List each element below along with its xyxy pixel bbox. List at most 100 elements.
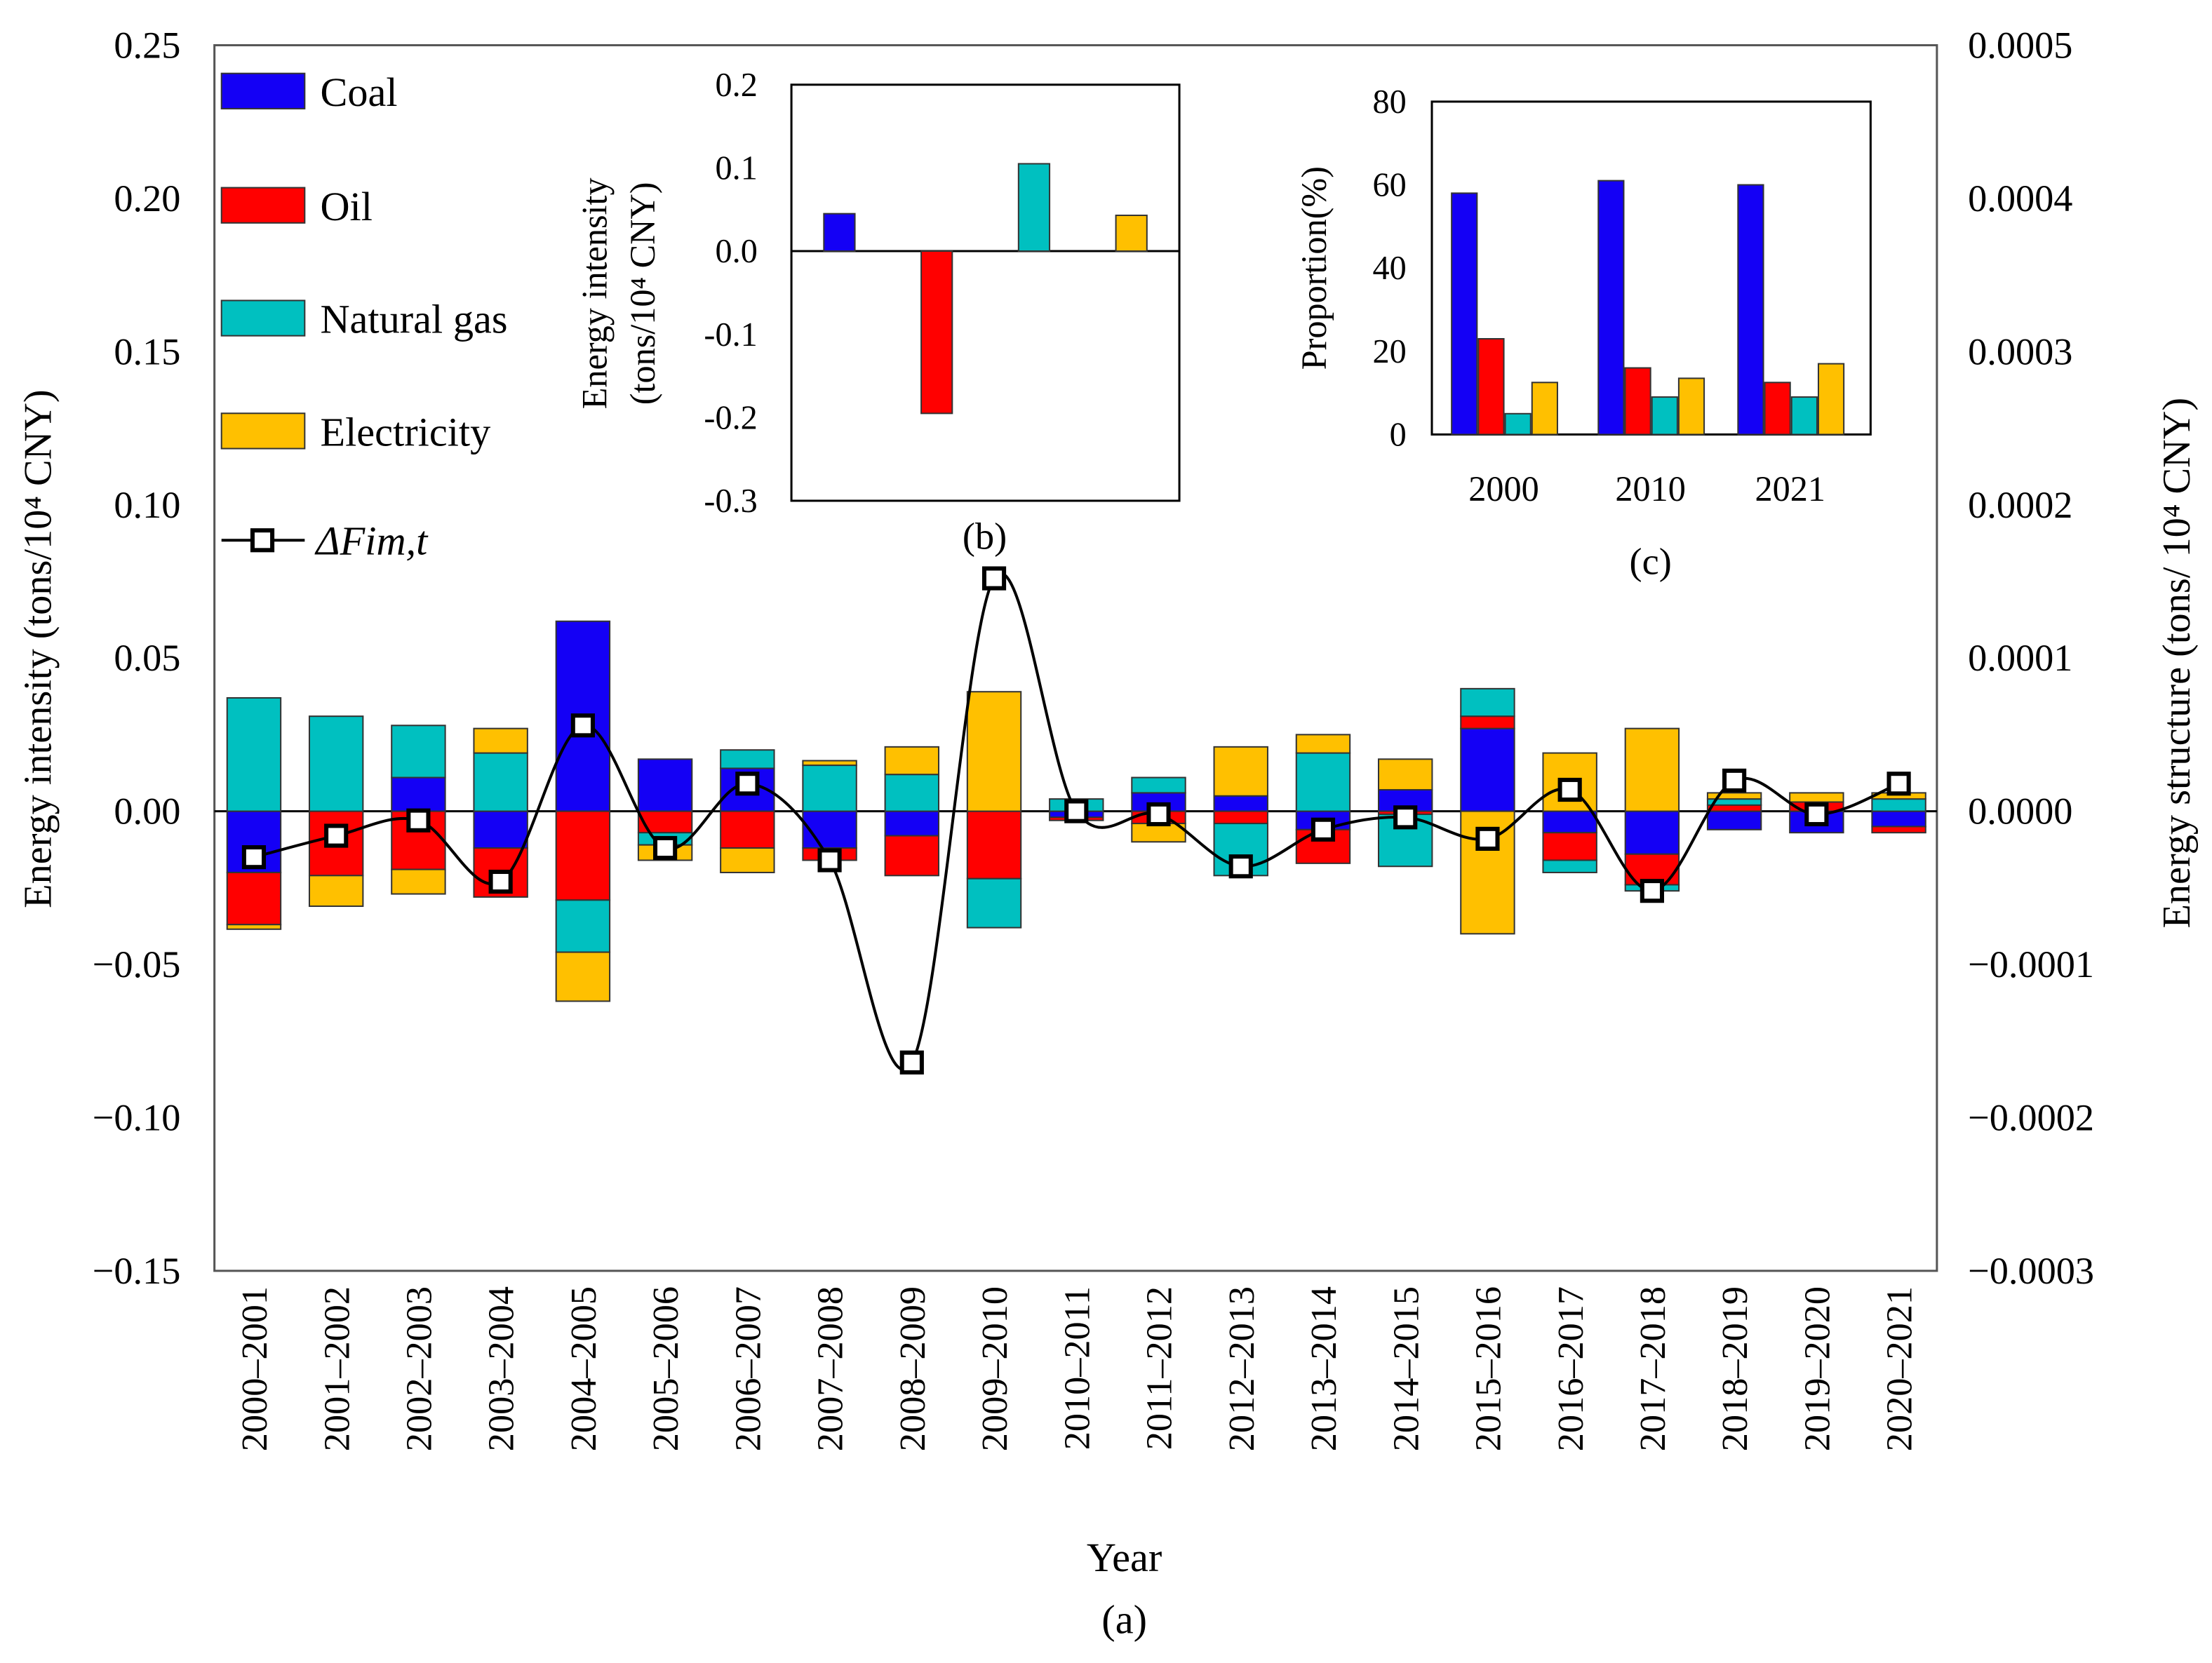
bar-segment-natural-gas (308, 715, 364, 812)
y-tick-label: 0.05 (114, 637, 180, 679)
inset-c-y-tick: 60 (1373, 167, 1407, 204)
delta-fim-marker (324, 823, 349, 848)
bar-segment-electricity (802, 760, 857, 767)
inset-b-bar-coal (823, 213, 856, 253)
bar-segment-natural-gas (1295, 752, 1351, 812)
x-tick-label: 2018–2019 (1715, 1286, 1755, 1451)
bar-segment-coal (1542, 810, 1597, 834)
y-tick-label: 0.15 (114, 330, 180, 372)
delta-fim-marker (899, 1050, 924, 1075)
inset-chart-b: 0.2 0.1 0.0 -0.1 -0.2 -0.3 Energy intensity (to… (575, 67, 1181, 557)
x-tick-label: 2013–2014 (1303, 1286, 1344, 1451)
bar-segment-electricity (966, 691, 1022, 812)
bar-segment-oil (884, 835, 940, 877)
bar-segment-natural-gas (884, 774, 940, 812)
delta-fim-marker (570, 713, 595, 738)
inset-c-x-tick: 2021 (1755, 469, 1825, 509)
x-tick-label: 2007–2008 (810, 1286, 851, 1451)
inset-b-y-label: Energy intensity (575, 177, 615, 409)
inset-c-bar-natural-gas (1790, 396, 1818, 436)
bar-segment-electricity (1377, 758, 1433, 791)
x-tick-label: 2015–2016 (1468, 1286, 1509, 1451)
bar-segment-oil (720, 810, 775, 849)
inset-b-bar-electricity (1115, 215, 1148, 253)
bar-segment-oil (1213, 810, 1268, 825)
bar-segment-coal (802, 810, 857, 849)
bar-segment-natural-gas (1871, 798, 1926, 812)
caption-c: (c) (1630, 541, 1672, 583)
y-right-tick-label: −0.0003 (1968, 1250, 2094, 1292)
caption-a: (a) (1101, 1597, 1147, 1643)
delta-fim-marker (1393, 805, 1418, 830)
bar-segment-coal (884, 810, 940, 837)
bar-segment-coal (391, 776, 446, 812)
inset-chart-c: 80 60 40 20 0 2000 2010 2021 Proportion(%) (c) (1294, 83, 1872, 583)
y-right-tick-label: 0.0000 (1968, 790, 2072, 833)
x-tick-label: 2006–2007 (728, 1286, 768, 1451)
inset-c-bar-electricity (1817, 363, 1845, 436)
bar-segment-electricity (555, 951, 611, 1002)
bar-segment-oil (555, 810, 611, 901)
bar-segment-natural-gas (391, 725, 446, 779)
bar-segment-natural-gas (1542, 859, 1597, 873)
bar-segment-electricity (1706, 792, 1762, 800)
inset-c-x-tick: 2010 (1615, 469, 1686, 509)
inset-b-y-tick: -0.1 (704, 316, 757, 354)
x-tick-label: 2002–2003 (399, 1286, 440, 1451)
bar-segment-electricity (1624, 727, 1680, 812)
y-tick-label: 0.25 (114, 25, 180, 67)
inset-c-bar-electricity (1677, 377, 1705, 436)
delta-fim-marker (735, 772, 760, 796)
legend-label: Oil (320, 184, 373, 229)
bar-segment-oil (966, 810, 1022, 880)
bar-segment-natural-gas (1131, 776, 1186, 794)
delta-fim-marker (1722, 768, 1747, 793)
y-right-tick-label: −0.0001 (1968, 943, 2094, 985)
x-tick-label: 2000–2001 (234, 1286, 275, 1451)
y-right-tick-label: 0.0004 (1968, 177, 2072, 220)
delta-fim-marker (1886, 772, 1911, 796)
y-axis-label: Energy intensity (tons/10⁴ CNY) (16, 389, 60, 908)
inset-c-y-tick: 20 (1373, 333, 1407, 370)
inset-b-y-label: (tons/10⁴ CNY) (623, 182, 662, 405)
bar-segment-oil (1460, 715, 1515, 729)
bar-segment-coal (1706, 810, 1762, 830)
delta-fim-marker (1557, 777, 1582, 802)
delta-fim-marker (488, 869, 513, 894)
delta-fim-marker (1475, 826, 1500, 851)
inset-b-y-tick: 0.0 (716, 233, 758, 270)
inset-c-bar-coal (1597, 180, 1625, 436)
inset-b-y-tick: 0.2 (716, 67, 758, 104)
delta-fim-marker (653, 835, 678, 861)
x-tick-label: 2019–2020 (1797, 1286, 1837, 1451)
bar-segment-natural-gas (720, 749, 775, 769)
y-right-tick-label: 0.0002 (1968, 484, 2072, 526)
inset-b-frame (790, 83, 1181, 502)
bar-segment-oil (1871, 826, 1926, 834)
legend-label: Electricity (320, 410, 490, 455)
inset-b-bar-natural-gas (1017, 163, 1051, 253)
y-right-tick-label: −0.0002 (1968, 1097, 2094, 1139)
x-tick-label: 2005–2006 (645, 1286, 686, 1451)
bar-segment-coal (1624, 810, 1680, 855)
x-tick-label: 2009–2010 (974, 1286, 1015, 1451)
bar-segment-natural-gas (1460, 687, 1515, 718)
y-tick-label: 0.00 (114, 790, 180, 833)
bar-segment-coal (1213, 795, 1268, 812)
inset-c-y-tick: 40 (1373, 250, 1407, 287)
legend-swatch-natural-gas (220, 299, 306, 337)
x-tick-label: 2001–2002 (316, 1286, 357, 1451)
x-tick-label: 2012–2013 (1221, 1286, 1262, 1451)
inset-c-bar-coal (1737, 184, 1764, 436)
bar-segment-natural-gas (802, 765, 857, 812)
delta-fim-marker (406, 808, 431, 833)
legend-label: ΔFim,t (314, 518, 429, 563)
legend-swatch-electricity (220, 412, 306, 450)
delta-fim-marker (981, 566, 1007, 591)
inset-c-y-tick: 80 (1373, 83, 1407, 121)
bar-segment-natural-gas (226, 696, 282, 812)
bar-segment-electricity (226, 924, 282, 930)
bar-segment-electricity (473, 727, 528, 754)
